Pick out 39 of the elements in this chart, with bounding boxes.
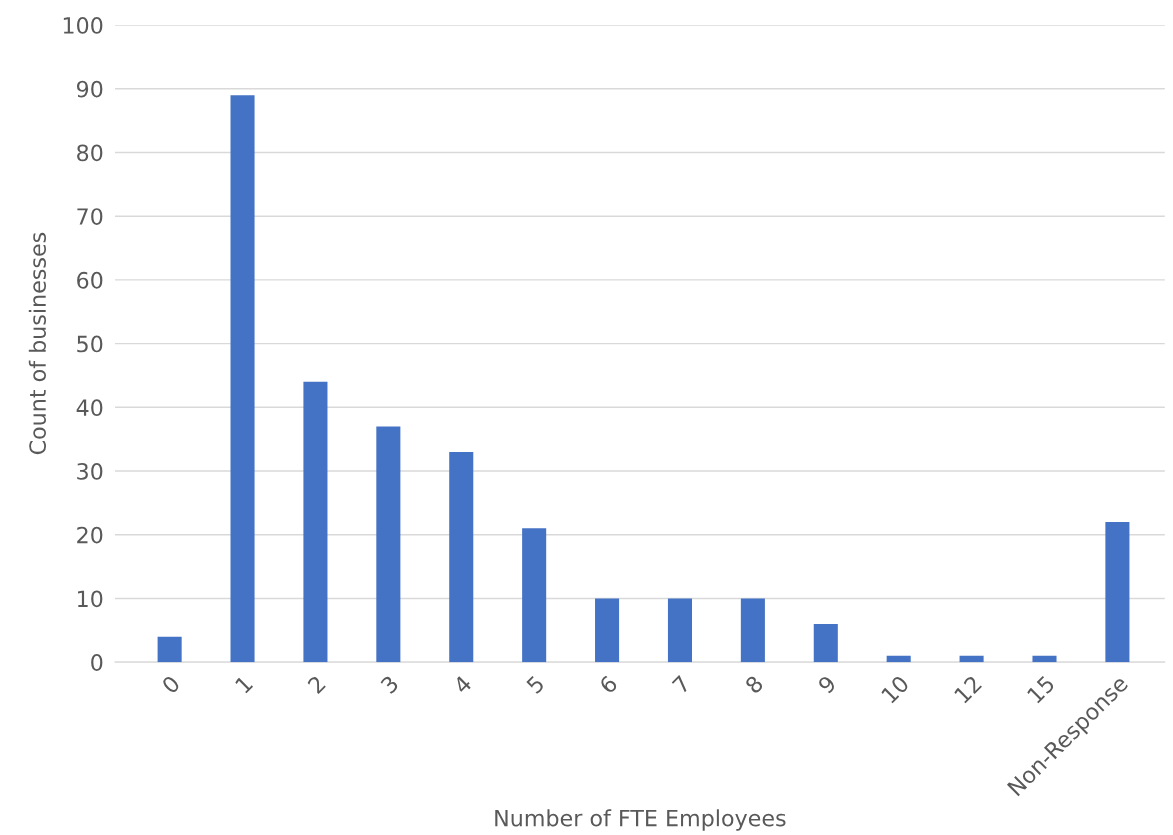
bar <box>959 655 984 663</box>
y-tick-label: 20 <box>77 526 103 544</box>
x-tick-label: 7 <box>671 675 691 694</box>
y-tick-label: 70 <box>77 208 103 225</box>
x-tick-label: 12 <box>953 675 982 704</box>
bar <box>376 426 401 663</box>
x-tick-label: 9 <box>817 674 837 695</box>
x-tick-label: 4 <box>452 674 473 695</box>
y-tick-label: 90 <box>76 80 103 98</box>
x-tick-label: 5 <box>525 675 545 695</box>
y-tick-label: 30 <box>77 462 103 480</box>
x-tick-label: 2 <box>306 675 326 695</box>
y-tick-label: 50 <box>77 335 103 353</box>
bar <box>886 655 911 663</box>
bar <box>595 598 620 663</box>
bar <box>449 451 474 663</box>
y-tick-label: 40 <box>76 399 103 417</box>
bar <box>1105 521 1130 663</box>
x-axis-title: Number of FTE Employees <box>495 809 786 831</box>
bar <box>157 636 182 663</box>
x-tick-label: 1 <box>234 675 254 694</box>
bar <box>230 95 255 663</box>
y-tick-label: 80 <box>77 144 103 162</box>
y-tick-label: 100 <box>63 17 103 34</box>
y-tick-label: 10 <box>78 590 103 608</box>
bar <box>1032 655 1057 663</box>
y-axis-title: Count of businesses <box>28 232 47 455</box>
bar <box>740 598 765 663</box>
x-tick-label: 10 <box>880 674 910 704</box>
x-tick-label: 6 <box>598 674 619 695</box>
bar <box>813 623 838 663</box>
bar <box>667 598 692 663</box>
y-tick-label: 0 <box>91 654 103 671</box>
y-tick-label: 60 <box>77 271 103 289</box>
bar <box>522 528 547 663</box>
x-tick-label: 8 <box>744 674 764 695</box>
bar <box>303 381 328 663</box>
x-tick-label: 0 <box>160 674 181 695</box>
x-tick-label: 3 <box>379 674 400 695</box>
